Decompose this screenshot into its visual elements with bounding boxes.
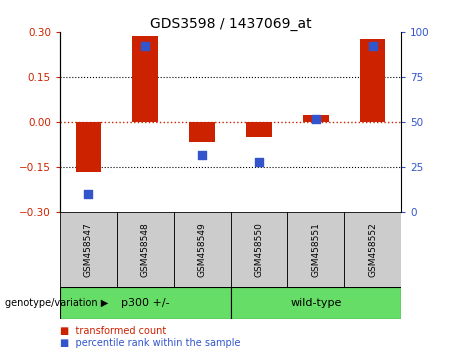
Bar (117, 212, 174, 287)
Point (85, 192, 92, 197)
Bar (60, 287, 230, 319)
Title: GDS3598 / 1437069_at: GDS3598 / 1437069_at (150, 17, 311, 31)
Text: GSM458549: GSM458549 (198, 222, 207, 277)
Point (369, 44, 376, 49)
Point (255, 159, 263, 165)
Bar (344, 212, 401, 287)
Bar (246, 122, 272, 137)
Text: GSM458552: GSM458552 (368, 222, 377, 277)
Bar (174, 212, 230, 287)
Text: p300 +/-: p300 +/- (121, 298, 170, 308)
Point (312, 116, 319, 121)
Point (142, 44, 149, 49)
Text: GSM458550: GSM458550 (254, 222, 263, 277)
Text: GSM458551: GSM458551 (311, 222, 320, 277)
Bar (287, 212, 344, 287)
Text: genotype/variation ▶: genotype/variation ▶ (5, 298, 108, 308)
Bar (76, 122, 101, 172)
Text: ■  percentile rank within the sample: ■ percentile rank within the sample (60, 338, 241, 348)
Text: GSM458548: GSM458548 (141, 222, 150, 277)
Bar (132, 36, 158, 122)
Text: ■  transformed count: ■ transformed count (60, 326, 166, 336)
Bar (230, 287, 401, 319)
Bar (189, 122, 215, 142)
Bar (60, 212, 117, 287)
Point (198, 152, 206, 158)
Bar (360, 39, 385, 122)
Text: wild-type: wild-type (290, 298, 342, 308)
Bar (230, 212, 287, 287)
Text: GSM458547: GSM458547 (84, 222, 93, 277)
Bar (303, 115, 329, 122)
